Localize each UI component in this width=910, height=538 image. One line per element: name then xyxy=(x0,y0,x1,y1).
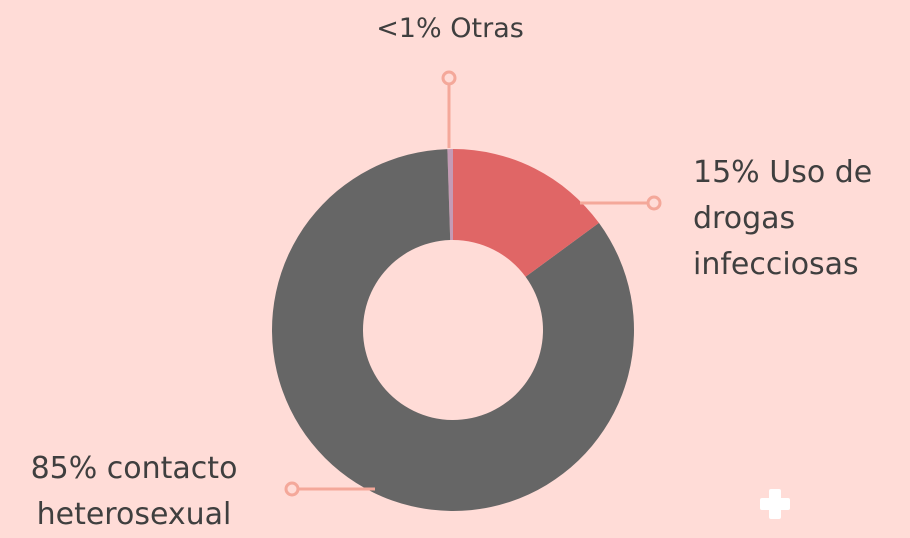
donut-slice xyxy=(447,149,453,241)
category-label: Uso de drogas infecciosas xyxy=(693,155,873,282)
category-label: Otras xyxy=(450,13,524,44)
category-label: contacto heterosexual xyxy=(36,451,238,532)
leader-dot xyxy=(284,481,300,497)
value-label: <1% xyxy=(376,13,442,44)
donut-slice xyxy=(453,149,599,277)
leader-dot xyxy=(441,70,457,86)
leaders xyxy=(284,70,662,497)
donut-slice xyxy=(272,149,635,512)
label-uso: 15% Uso de drogas infecciosas xyxy=(693,150,908,288)
label-otras: <1% Otras xyxy=(300,6,600,52)
plus-icon xyxy=(760,489,790,519)
value-label: 15% xyxy=(693,155,760,190)
value-label: 85% xyxy=(30,451,98,486)
leader-dot xyxy=(646,195,662,211)
label-contacto: 85% contacto heterosexual xyxy=(0,446,268,538)
